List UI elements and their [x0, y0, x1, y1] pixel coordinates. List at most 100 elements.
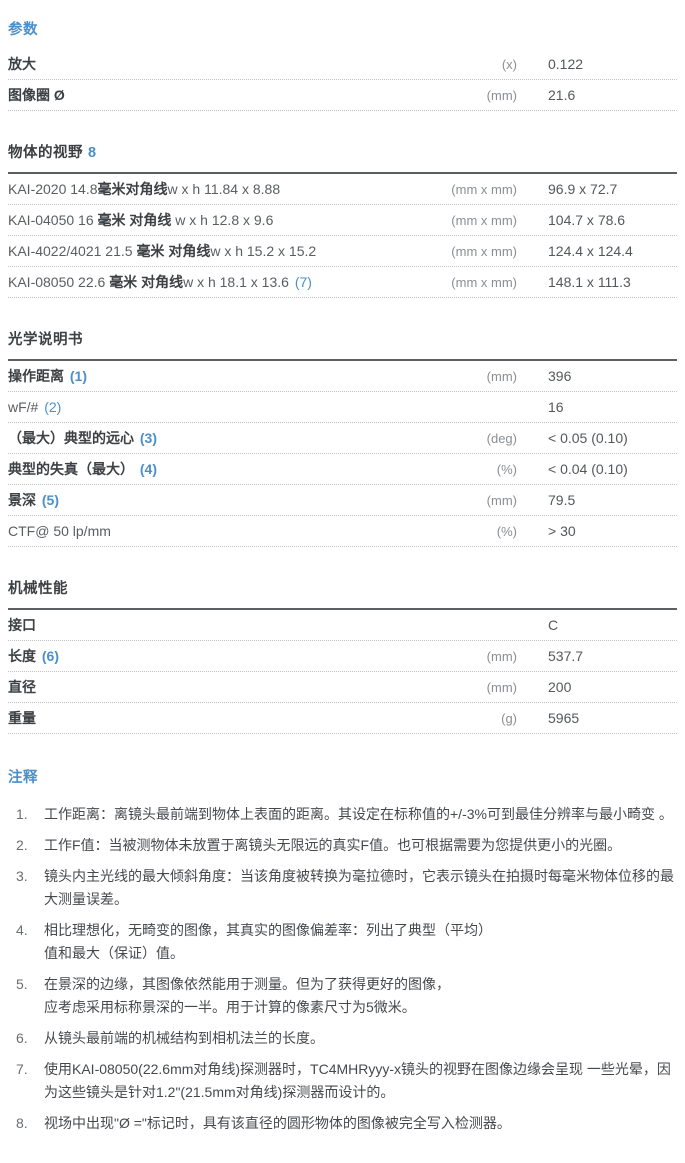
table-row-kai-2020: KAI-2020 14.8毫米对角线w x h 11.84 x 8.88 (mm…	[8, 174, 677, 205]
row-value: C	[548, 617, 559, 633]
note-item-3: 3. 镜头内主光线的最大倾斜角度：当该角度被转换为毫拉德时，它表示镜头在拍摄时每毫…	[8, 865, 677, 911]
section-optical-specs: 光学说明书 操作距离 (1) (mm) 396 wF/# (2) 16 （最大）…	[8, 328, 677, 547]
section-mechanical: 机械性能 接口 C 长度 (6) (mm) 537.7 直径 (mm) 200 …	[8, 577, 677, 734]
row-unit: (mm x mm)	[451, 243, 517, 259]
row-value: 79.5	[548, 492, 576, 508]
note-ref-link-7[interactable]: (7)	[294, 274, 312, 290]
note-number: 1.	[16, 806, 28, 822]
table-row-working-distance: 操作距离 (1) (mm) 396	[8, 361, 677, 392]
note-ref-link-6[interactable]: (6)	[41, 648, 60, 664]
field-of-view-table: KAI-2020 14.8毫米对角线w x h 11.84 x 8.88 (mm…	[8, 172, 677, 298]
note-text: 工作距离：离镜头最前端到物体上表面的距离。其设定在标称值的+/-3%可到最佳分辨…	[44, 806, 673, 822]
note-text: 工作F值：当被测物体未放置于离镜头无限远的真实F值。也可根据需要为您提供更小的光…	[44, 837, 622, 853]
table-row-ctf: CTF@ 50 lp/mm (%) > 30	[8, 516, 677, 547]
row-value: 5965	[548, 710, 580, 726]
note-item-2: 2. 工作F值：当被测物体未放置于离镜头无限远的真实F值。也可根据需要为您提供更小…	[8, 834, 677, 857]
note-item-1: 1. 工作距离：离镜头最前端到物体上表面的距离。其设定在标称值的+/-3%可到最佳…	[8, 803, 677, 826]
note-text: 视场中出现"Ø ="标记时，具有该直径的圆形物体的图像被完全写入检测器。	[44, 1115, 511, 1131]
table-row-diameter: 直径 (mm) 200	[8, 672, 677, 703]
note-item-4: 4. 相比理想化，无畸变的图像，其真实的图像偏差率：列出了典型（平均） 值和最大（…	[8, 919, 677, 965]
note-number: 5.	[16, 976, 28, 992]
row-label: 景深 (5)	[8, 492, 60, 508]
note-text: 在景深的边缘，其图像依然能用于测量。但为了获得更好的图像， 应考虑采用标称景深的…	[44, 976, 450, 1015]
note-number: 7.	[16, 1061, 28, 1077]
mechanical-table: 接口 C 长度 (6) (mm) 537.7 直径 (mm) 200 重量 (g…	[8, 608, 677, 734]
row-label: （最大）典型的远心 (3)	[8, 430, 158, 446]
note-text: 使用KAI-08050(22.6mm对角线)探测器时，TC4MHRyyy-x镜头…	[44, 1061, 671, 1100]
row-unit: (mm)	[486, 679, 517, 695]
notes-list: 1. 工作距离：离镜头最前端到物体上表面的距离。其设定在标称值的+/-3%可到最佳…	[8, 803, 677, 1135]
table-row-length: 长度 (6) (mm) 537.7	[8, 641, 677, 672]
row-unit: (%)	[496, 461, 517, 477]
row-value: 16	[548, 399, 564, 415]
row-label: CTF@ 50 lp/mm	[8, 523, 111, 539]
note-ref-link-5[interactable]: (5)	[41, 492, 60, 508]
note-ref-link-3[interactable]: (3)	[139, 430, 158, 446]
table-row-image-circle: 图像圈 Ø (mm) 21.6	[8, 80, 677, 111]
note-number: 8.	[16, 1115, 28, 1131]
row-unit: (mm)	[486, 87, 517, 103]
row-value: > 30	[548, 523, 576, 539]
note-text: 从镜头最前端的机械结构到相机法兰的长度。	[44, 1030, 324, 1046]
table-row-magnification: 放大 (x) 0.122	[8, 49, 677, 80]
note-number: 6.	[16, 1030, 28, 1046]
section-title-text: 物体的视野	[8, 145, 83, 161]
row-value: 124.4 x 124.4	[548, 243, 633, 259]
row-label: KAI-4022/4021 21.5 毫米 对角线w x h 15.2 x 15…	[8, 243, 317, 259]
row-unit: (%)	[496, 523, 517, 539]
section-field-of-view: 物体的视野 8 KAI-2020 14.8毫米对角线w x h 11.84 x 8…	[8, 141, 677, 298]
row-label: 典型的失真（最大） (4)	[8, 461, 158, 477]
row-value: 0.122	[548, 56, 584, 72]
row-unit: (mm)	[486, 368, 517, 384]
note-text: 镜头内主光线的最大倾斜角度：当该角度被转换为毫拉德时，它表示镜头在拍摄时每毫米物…	[44, 868, 674, 907]
row-unit: (mm)	[486, 648, 517, 664]
row-label: 操作距离 (1)	[8, 368, 88, 384]
table-row-depth-of-field: 景深 (5) (mm) 79.5	[8, 485, 677, 516]
row-value: 96.9 x 72.7	[548, 181, 618, 197]
note-ref-link-4[interactable]: (4)	[139, 461, 158, 477]
row-value: < 0.04 (0.10)	[548, 461, 628, 477]
section-title-parameters: 参数	[8, 22, 38, 38]
row-label: KAI-04050 16 毫米 对角线 w x h 12.8 x 9.6	[8, 212, 274, 228]
parameters-table: 放大 (x) 0.122 图像圈 Ø (mm) 21.6	[8, 49, 677, 111]
section-parameters: 参数 放大 (x) 0.122 图像圈 Ø (mm) 21.6	[8, 18, 677, 111]
note-number: 3.	[16, 868, 28, 884]
table-row-kai-4022-4021: KAI-4022/4021 21.5 毫米 对角线w x h 15.2 x 15…	[8, 236, 677, 267]
row-value: 200	[548, 679, 572, 695]
note-ref-link-1[interactable]: (1)	[69, 368, 88, 384]
section-title-field-of-view: 物体的视野 8	[8, 141, 677, 162]
note-ref-link-8[interactable]: 8	[88, 145, 97, 161]
table-row-weight: 重量 (g) 5965	[8, 703, 677, 734]
section-notes: 注释 1. 工作距离：离镜头最前端到物体上表面的距离。其设定在标称值的+/-3%可…	[8, 766, 677, 1135]
note-item-5: 5. 在景深的边缘，其图像依然能用于测量。但为了获得更好的图像， 应考虑采用标称景…	[8, 973, 677, 1019]
optical-specs-table: 操作距离 (1) (mm) 396 wF/# (2) 16 （最大）典型的远心 …	[8, 359, 677, 547]
row-unit: (x)	[501, 56, 517, 72]
row-unit: (mm x mm)	[451, 181, 517, 197]
row-label: 长度 (6)	[8, 648, 60, 664]
row-value: < 0.05 (0.10)	[548, 430, 628, 446]
row-unit: (mm x mm)	[451, 274, 517, 290]
note-number: 2.	[16, 837, 28, 853]
row-label: KAI-08050 22.6 毫米 对角线w x h 18.1 x 13.6 (…	[8, 274, 312, 290]
row-label: 接口	[8, 617, 36, 633]
table-row-wf-number: wF/# (2) 16	[8, 392, 677, 423]
row-unit: (mm x mm)	[451, 212, 517, 228]
table-row-kai-04050: KAI-04050 16 毫米 对角线 w x h 12.8 x 9.6 (mm…	[8, 205, 677, 236]
table-row-telecentricity: （最大）典型的远心 (3) (deg) < 0.05 (0.10)	[8, 423, 677, 454]
row-label: KAI-2020 14.8毫米对角线w x h 11.84 x 8.88	[8, 181, 281, 197]
note-ref-link-2[interactable]: (2)	[44, 399, 62, 415]
row-value: 104.7 x 78.6	[548, 212, 626, 228]
row-value: 396	[548, 368, 572, 384]
note-item-6: 6. 从镜头最前端的机械结构到相机法兰的长度。	[8, 1027, 677, 1050]
section-title-optical-specs: 光学说明书	[8, 332, 83, 348]
row-label: 图像圈 Ø	[8, 87, 65, 103]
row-unit: (g)	[501, 710, 517, 726]
row-label: 直径	[8, 679, 36, 695]
table-row-kai-08050: KAI-08050 22.6 毫米 对角线w x h 18.1 x 13.6 (…	[8, 267, 677, 298]
row-label: 重量	[8, 710, 36, 726]
note-item-7: 7. 使用KAI-08050(22.6mm对角线)探测器时，TC4MHRyyy-x…	[8, 1058, 677, 1104]
row-unit: (mm)	[486, 492, 517, 508]
note-text: 相比理想化，无畸变的图像，其真实的图像偏差率：列出了典型（平均） 值和最大（保证…	[44, 922, 492, 961]
row-label: wF/# (2)	[8, 399, 62, 415]
